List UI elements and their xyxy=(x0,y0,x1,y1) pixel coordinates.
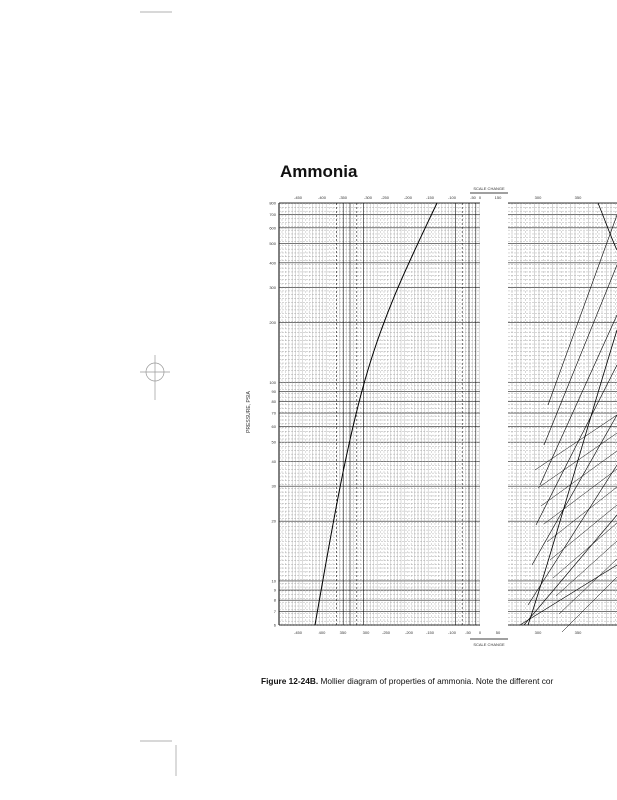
x-top-tick-label: -150 xyxy=(426,195,435,200)
constant-temperature-line xyxy=(555,540,617,597)
y-tick-label: 300 xyxy=(269,285,276,290)
scale-change-bottom: SCALE CHANGE xyxy=(473,642,505,647)
constant-entropy-line xyxy=(547,214,617,406)
saturated-vapor-curve xyxy=(527,329,617,626)
x-bottom-tick-label: 0 xyxy=(479,630,482,635)
constant-temperature-line xyxy=(543,468,617,525)
saturated-liquid-curve xyxy=(314,202,438,626)
x-bottom-tick-label: 350 xyxy=(340,630,347,635)
y-tick-label: 50 xyxy=(272,440,277,445)
y-tick-label: 200 xyxy=(269,320,276,325)
page-title: Ammonia xyxy=(280,162,358,181)
figure-label: Figure 12-24B. xyxy=(261,676,319,686)
x-top-tick-label: -400 xyxy=(318,195,327,200)
crop-marks xyxy=(140,11,177,776)
y-axis-label: PRESSURE, PSIA xyxy=(246,390,252,432)
y-tick-label: 6 xyxy=(274,623,277,628)
constant-entropy-line xyxy=(519,564,617,626)
y-tick-label: 700 xyxy=(269,212,276,217)
constant-entropy-line xyxy=(527,464,617,606)
x-top-tick-label: -50 xyxy=(470,195,477,200)
y-tick-label: 9 xyxy=(274,588,277,593)
y-tick-label: 800 xyxy=(269,201,276,206)
y-tick-label: 7 xyxy=(274,609,277,614)
x-top-tick-label: -100 xyxy=(448,195,457,200)
chart-labels: 8007006005004003002001009080706050403020… xyxy=(269,195,582,635)
y-tick-label: 30 xyxy=(272,484,277,489)
constant-temperature-line xyxy=(546,486,617,543)
constant-entropy-line xyxy=(543,264,617,446)
y-tick-label: 80 xyxy=(272,399,277,404)
y-tick-label: 60 xyxy=(272,424,277,429)
y-tick-label: 90 xyxy=(272,389,277,394)
chart-curves xyxy=(314,202,617,633)
scale-change-arrows xyxy=(470,192,508,640)
x-top-tick-label: 0 xyxy=(479,195,482,200)
x-bottom-tick-label: 400 xyxy=(319,630,326,635)
y-tick-label: 70 xyxy=(272,411,277,416)
x-bottom-tick-label: -250 xyxy=(382,630,391,635)
x-top-tick-label: -200 xyxy=(404,195,413,200)
x-top-tick-label: -450 xyxy=(294,195,303,200)
constant-temperature-line xyxy=(534,414,617,471)
x-top-tick-label: 350 xyxy=(575,195,582,200)
y-tick-label: 500 xyxy=(269,241,276,246)
x-top-tick-label: -300 xyxy=(364,195,373,200)
constant-temperature-line xyxy=(540,450,617,507)
chart-grid xyxy=(278,202,617,626)
constant-temperature-line xyxy=(552,522,617,579)
constant-entropy-line xyxy=(523,514,617,626)
y-tick-label: 10 xyxy=(272,578,277,583)
x-bottom-tick-label: 50 xyxy=(496,630,501,635)
constant-entropy-line xyxy=(531,414,617,566)
y-tick-label: 20 xyxy=(272,519,277,524)
x-top-tick-label: 150 xyxy=(495,195,502,200)
y-tick-label: 100 xyxy=(269,380,276,385)
x-bottom-tick-label: 300 xyxy=(535,630,542,635)
caption-text: Mollier diagram of properties of ammonia… xyxy=(318,676,554,686)
constant-temperature-line xyxy=(558,558,617,615)
x-top-tick-label: 300 xyxy=(535,195,542,200)
x-top-tick-label: -250 xyxy=(381,195,390,200)
x-bottom-tick-label: 300 xyxy=(363,630,370,635)
x-bottom-tick-label: -50 xyxy=(465,630,472,635)
constant-temperature-line xyxy=(561,576,617,633)
figure-caption: Figure 12-24B. Mollier diagram of proper… xyxy=(261,676,553,686)
constant-temperature-line xyxy=(537,432,617,489)
x-bottom-tick-label: 350 xyxy=(575,630,582,635)
constant-temperature-line xyxy=(549,504,617,561)
y-tick-label: 40 xyxy=(272,459,277,464)
y-tick-label: 8 xyxy=(274,598,277,603)
y-tick-label: 400 xyxy=(269,260,276,265)
x-top-tick-label: -350 xyxy=(339,195,348,200)
scale-change-top: SCALE CHANGE xyxy=(473,186,505,191)
constant-entropy-line xyxy=(535,364,617,526)
x-bottom-tick-label: -200 xyxy=(405,630,414,635)
x-bottom-tick-label: -450 xyxy=(294,630,303,635)
constant-entropy-line xyxy=(539,314,617,486)
x-bottom-tick-label: -100 xyxy=(448,630,457,635)
y-tick-label: 600 xyxy=(269,225,276,230)
x-bottom-tick-label: -150 xyxy=(426,630,435,635)
critical-region-curve xyxy=(597,202,617,251)
